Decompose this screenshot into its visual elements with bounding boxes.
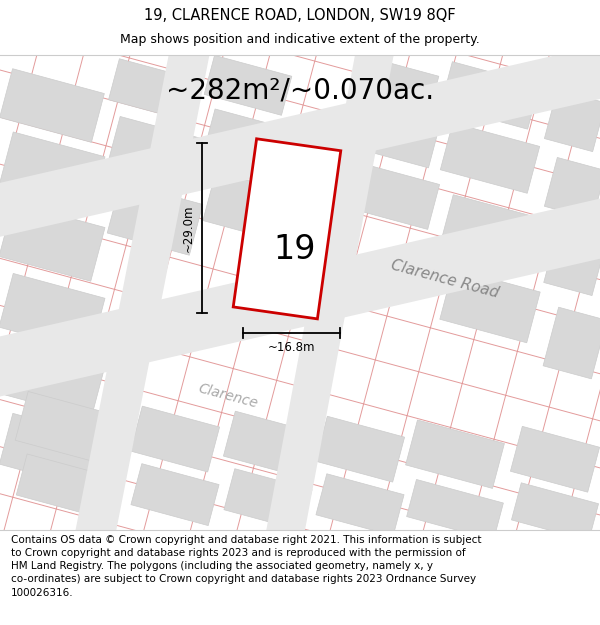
Polygon shape (15, 391, 125, 466)
Polygon shape (350, 164, 440, 229)
Polygon shape (406, 420, 505, 488)
Polygon shape (316, 416, 404, 482)
Polygon shape (543, 308, 600, 379)
Polygon shape (131, 464, 219, 526)
Polygon shape (544, 90, 600, 152)
Text: 19, CLARENCE ROAD, LONDON, SW19 8QF: 19, CLARENCE ROAD, LONDON, SW19 8QF (144, 8, 456, 23)
Polygon shape (511, 426, 599, 492)
Polygon shape (0, 274, 105, 352)
Text: 19: 19 (274, 232, 316, 266)
Polygon shape (223, 411, 313, 477)
Text: Clarence: Clarence (197, 381, 259, 410)
Text: ~282m²/~0.070ac.: ~282m²/~0.070ac. (166, 76, 434, 104)
Polygon shape (351, 56, 439, 115)
Text: Clarence Road: Clarence Road (389, 258, 500, 301)
Text: Map shows position and indicative extent of the property.: Map shows position and indicative extent… (120, 33, 480, 46)
Polygon shape (0, 342, 104, 418)
Polygon shape (440, 195, 540, 269)
Polygon shape (0, 202, 105, 281)
Polygon shape (130, 406, 220, 472)
Polygon shape (0, 413, 104, 489)
Polygon shape (440, 269, 540, 342)
Polygon shape (407, 479, 503, 540)
Polygon shape (67, 1, 218, 584)
Polygon shape (0, 189, 600, 406)
Polygon shape (108, 116, 202, 186)
Polygon shape (16, 454, 124, 521)
Polygon shape (204, 56, 292, 115)
Polygon shape (0, 69, 104, 142)
Polygon shape (316, 474, 404, 536)
Polygon shape (440, 123, 539, 193)
Polygon shape (203, 172, 293, 241)
Polygon shape (544, 158, 600, 219)
Text: ~29.0m: ~29.0m (182, 204, 195, 252)
Polygon shape (224, 469, 312, 531)
Polygon shape (0, 132, 105, 211)
Polygon shape (109, 59, 202, 122)
Polygon shape (257, 1, 403, 584)
Polygon shape (233, 139, 341, 319)
Polygon shape (107, 182, 203, 255)
Polygon shape (351, 108, 439, 168)
Text: ~16.8m: ~16.8m (268, 341, 315, 354)
Polygon shape (441, 62, 539, 129)
Text: Contains OS data © Crown copyright and database right 2021. This information is : Contains OS data © Crown copyright and d… (11, 535, 481, 598)
Polygon shape (0, 35, 600, 247)
Polygon shape (511, 482, 599, 541)
Polygon shape (544, 229, 600, 296)
Polygon shape (203, 109, 292, 173)
